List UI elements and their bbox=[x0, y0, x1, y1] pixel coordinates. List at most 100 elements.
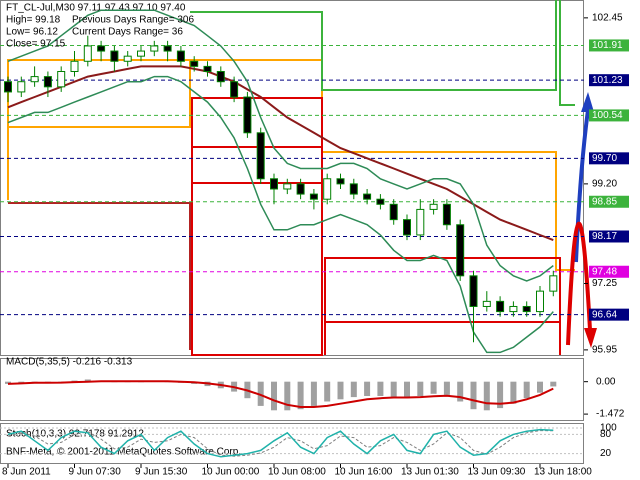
green-level bbox=[559, 0, 575, 106]
y-tick-label: 97.25 bbox=[592, 278, 617, 289]
y-tick-label: 99.20 bbox=[592, 179, 617, 190]
x-tick-label: 9 Jun 15:30 bbox=[135, 467, 188, 478]
candle-body bbox=[163, 45, 172, 52]
y-tick-label: 98.85 bbox=[592, 196, 617, 207]
up-arrow bbox=[574, 109, 590, 263]
candle-body bbox=[30, 76, 39, 83]
candle-body bbox=[97, 45, 106, 52]
x-tick-label: 13 Jun 01:30 bbox=[401, 467, 459, 478]
candle-body bbox=[429, 203, 438, 210]
candle-body bbox=[137, 50, 145, 57]
y-tick-label: 20 bbox=[600, 448, 612, 459]
price-box bbox=[589, 152, 629, 165]
candle-body bbox=[270, 178, 278, 190]
y-tick-label: 0.00 bbox=[596, 376, 616, 387]
x-tick-label: 13 Jun 09:30 bbox=[468, 467, 526, 478]
candle-body bbox=[216, 70, 225, 83]
y-tick-label: 101.91 bbox=[592, 40, 623, 51]
macd-bar bbox=[297, 381, 304, 410]
annotation: High= 99.18 bbox=[6, 15, 61, 26]
macd-bar bbox=[470, 381, 477, 410]
price-box bbox=[589, 39, 629, 52]
macd-bar bbox=[497, 381, 504, 409]
candle-body bbox=[376, 198, 385, 205]
candle-body bbox=[150, 45, 159, 52]
price-box bbox=[589, 265, 629, 278]
macd-bar bbox=[284, 381, 291, 411]
down-arrowhead bbox=[584, 328, 597, 348]
macd-bar bbox=[457, 381, 464, 402]
candle-body bbox=[403, 219, 411, 236]
y-tick-label: 95.95 bbox=[592, 345, 617, 356]
down-arrow bbox=[566, 221, 592, 346]
candle-body bbox=[230, 81, 239, 98]
y-tick-label: 100 bbox=[600, 423, 617, 434]
macd-bar bbox=[377, 381, 384, 396]
macd-bar bbox=[404, 381, 410, 399]
y-tick-label: -1.472 bbox=[596, 409, 625, 420]
candle-body bbox=[536, 290, 544, 313]
candle-body bbox=[243, 96, 252, 134]
x-tick-label: 10 Jun 08:00 bbox=[268, 467, 326, 478]
candle-body bbox=[349, 183, 358, 195]
candle-body bbox=[336, 178, 345, 185]
price-box bbox=[589, 109, 629, 122]
candle-body bbox=[110, 50, 119, 62]
stoch-main bbox=[7, 428, 554, 458]
price-box bbox=[589, 195, 629, 208]
annotation: Current Days Range= 36 bbox=[72, 27, 183, 38]
macd-bar bbox=[18, 381, 25, 383]
macd-bar bbox=[257, 381, 264, 406]
stoch-signal bbox=[7, 430, 554, 457]
macd-bar bbox=[523, 381, 530, 399]
candle-body bbox=[57, 70, 66, 88]
y-tick-label: 102.45 bbox=[592, 12, 623, 23]
candle-body bbox=[363, 193, 372, 200]
y-tick-label: 98.17 bbox=[592, 231, 617, 242]
x-tick-label: 10 Jun 16:00 bbox=[335, 467, 393, 478]
macd-bar bbox=[550, 381, 557, 387]
macd-bar bbox=[84, 379, 91, 382]
signal-line bbox=[7, 380, 554, 408]
candle-body bbox=[256, 132, 265, 180]
candle-body bbox=[70, 60, 79, 72]
macd-title: MACD(5,35,5) -0.216 -0.313 bbox=[6, 357, 133, 368]
forecast-arrows bbox=[566, 92, 597, 348]
candle-body bbox=[83, 45, 92, 62]
candle-body bbox=[389, 203, 398, 221]
macd-bar bbox=[510, 381, 517, 404]
symbol-title: FT_CL-Jul,M30 97.11 97.43 97.10 97.40 bbox=[6, 3, 186, 14]
y-tick-label: 80 bbox=[600, 429, 612, 440]
macd-bar bbox=[443, 381, 450, 395]
macd-bar bbox=[310, 381, 317, 406]
candle-body bbox=[296, 183, 305, 195]
macd-panel bbox=[0, 358, 584, 421]
macd-bar bbox=[350, 381, 357, 398]
y-tick-label: 96.64 bbox=[592, 309, 617, 320]
candle-body bbox=[509, 305, 518, 313]
y-tick-label: 100.54 bbox=[592, 110, 623, 121]
up-arrowhead bbox=[581, 92, 594, 112]
macd-bar bbox=[364, 381, 371, 396]
y-tick-label: 99.70 bbox=[592, 153, 617, 164]
candle-body bbox=[190, 60, 199, 67]
red-level bbox=[8, 202, 191, 350]
candle-body bbox=[522, 305, 531, 313]
y-tick-label: 97.48 bbox=[592, 266, 617, 277]
candle-body bbox=[442, 203, 451, 226]
candle-body bbox=[456, 224, 465, 277]
red-box bbox=[191, 97, 323, 356]
candle-body bbox=[309, 193, 318, 200]
green-level bbox=[190, 0, 557, 91]
candle-body bbox=[416, 208, 425, 236]
macd-bar bbox=[430, 381, 437, 394]
y-tick-label: 101.23 bbox=[592, 75, 623, 86]
x-tick-label: 8 Jun 2011 bbox=[2, 467, 51, 478]
price-box bbox=[589, 230, 629, 243]
candle-body bbox=[17, 81, 26, 93]
x-tick-label: 13 Jun 18:00 bbox=[534, 467, 592, 478]
copyright: BNF-Meta, © 2001-2011 MetaQuotes Softwar… bbox=[6, 447, 241, 458]
macd-bar bbox=[5, 381, 11, 384]
